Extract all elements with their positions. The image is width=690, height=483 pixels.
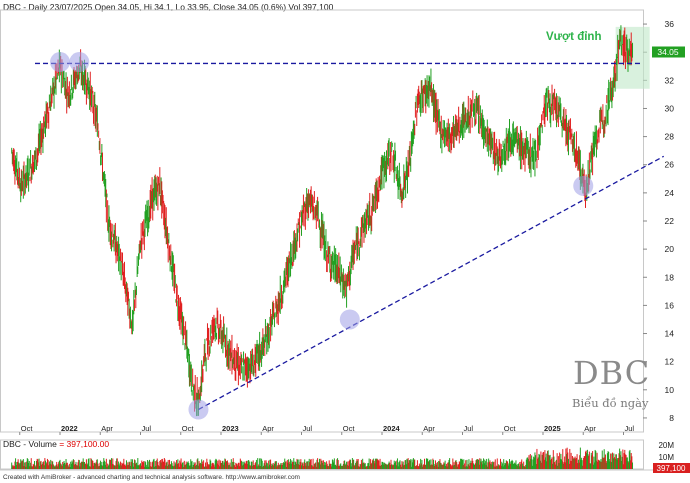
y-tick-label: 30 <box>665 103 675 113</box>
x-tick-label: Jul <box>625 424 635 433</box>
candles <box>11 25 634 469</box>
y-tick-label: 26 <box>665 160 675 170</box>
chart-header: DBC - Daily 23/07/2025 Open 34.05, Hi 34… <box>3 2 334 12</box>
x-tick-label: Apr <box>101 424 113 433</box>
x-tick-label: 2022 <box>61 424 78 433</box>
pivot-marker <box>339 309 360 330</box>
breakout-annotation: Vượt đỉnh <box>546 31 602 43</box>
y-tick-label: 12 <box>665 357 675 367</box>
footer-credit: Created with AmiBroker - advanced charti… <box>3 474 300 481</box>
last-volume-label: 397,100 <box>657 464 686 473</box>
volume-header: DBC - Volume = 397,100.00 <box>3 439 109 449</box>
last-price-tag <box>652 46 685 58</box>
x-tick-label: 2024 <box>383 424 401 433</box>
pivot-marker <box>573 175 594 196</box>
x-tick-label: Jul <box>142 424 152 433</box>
x-tick-label: Apr <box>584 424 596 433</box>
x-tick-label: Oct <box>343 424 356 433</box>
volume-tick-label: 10M <box>658 453 674 462</box>
x-tick-label: Oct <box>182 424 195 433</box>
watermark-ticker: DBC <box>573 354 651 392</box>
volume-tick-label: 20M <box>658 441 674 450</box>
y-tick-label: 36 <box>665 19 675 29</box>
volume-value: = 397,100.00 <box>59 439 110 449</box>
x-tick-label: Oct <box>21 424 34 433</box>
y-tick-label: 32 <box>665 75 675 85</box>
support-trendline <box>198 155 665 411</box>
x-tick-label: 2023 <box>222 424 239 433</box>
y-tick-label: 24 <box>665 188 675 198</box>
y-tick-label: 8 <box>669 413 674 423</box>
y-tick-label: 22 <box>665 216 675 226</box>
volume-label: DBC - Volume <box>3 439 57 449</box>
y-tick-label: 20 <box>665 244 675 254</box>
last-price-label: 34.05 <box>657 47 679 57</box>
y-tick-label: 18 <box>665 272 675 282</box>
x-tick-label: 2025 <box>544 424 561 433</box>
last-volume-tag <box>653 463 690 473</box>
pivot-marker <box>50 52 70 73</box>
x-tick-label: Apr <box>262 424 274 433</box>
y-tick-label: 16 <box>665 300 675 310</box>
watermark-subtitle: Biểu đồ ngày <box>572 396 649 410</box>
x-tick-label: Apr <box>423 424 435 433</box>
y-tick-label: 14 <box>665 329 675 339</box>
y-tick-label: 28 <box>665 132 675 142</box>
x-tick-label: Oct <box>504 424 517 433</box>
y-tick-label: 10 <box>665 385 675 395</box>
pivot-marker <box>69 52 90 73</box>
x-tick-label: Jul <box>464 424 474 433</box>
pivot-marker <box>188 399 209 420</box>
x-tick-label: Jul <box>303 424 313 433</box>
